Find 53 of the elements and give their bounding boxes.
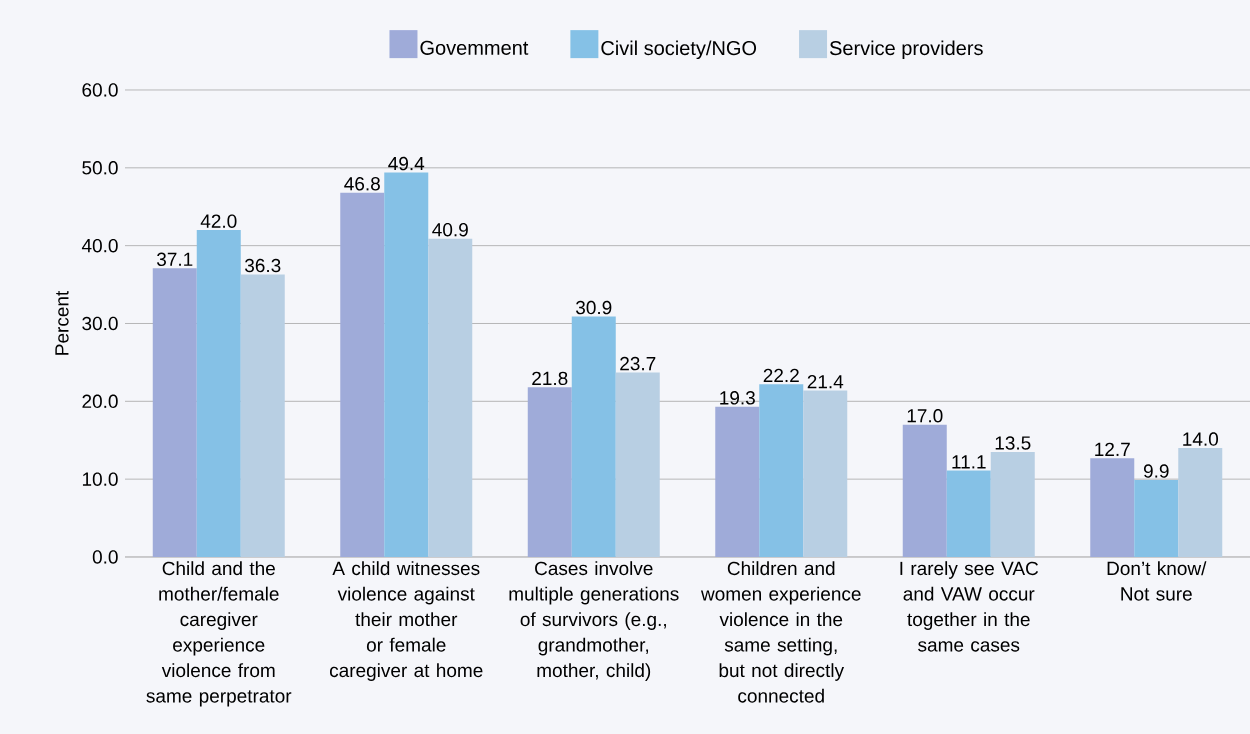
data-label: 40.9 — [432, 223, 468, 237]
data-label: 30.9 — [575, 300, 612, 315]
bar — [902, 424, 947, 557]
x-tick-label: Don’t know/ Not sure — [1107, 561, 1207, 601]
data-label: 17.0 — [907, 409, 943, 423]
data-label: 19.3 — [720, 391, 755, 405]
bar — [615, 372, 660, 557]
y-tick-label: 0.0 — [92, 550, 118, 564]
bar — [1090, 458, 1135, 557]
data-label: 36.3 — [244, 258, 281, 273]
bar — [1134, 479, 1179, 557]
x-tick-label: I rarely see VAC and VAW occur together in the same cases — [900, 561, 1039, 652]
data-label: 11.1 — [952, 455, 986, 469]
bar — [527, 387, 572, 557]
x-tick-label: A child witnesses violence against their mother or female caregiver at home — [329, 561, 483, 681]
y-tick-label: 50.0 — [82, 161, 118, 175]
data-label: 13.5 — [995, 436, 1031, 450]
y-axis-title: Percent — [55, 290, 69, 355]
y-tick-label: 30.0 — [82, 316, 118, 331]
data-label: 12.7 — [1095, 442, 1130, 456]
x-tick-label: Children and women experience violence in the same setting, but not directly connected — [700, 561, 861, 703]
x-tick-label: Cases involve multiple generations of survivors (e.g., grandmother, mother, child) — [509, 561, 679, 681]
data-label: 9.9 — [1143, 464, 1169, 478]
data-label: 42.0 — [200, 214, 237, 228]
bar — [384, 172, 429, 557]
x-tick-label: Child and the mother/female caregiver experience violence from same perpetrator — [146, 561, 292, 707]
bar — [340, 192, 385, 557]
legend-label: Service providers — [829, 40, 983, 60]
y-tick-label: 40.0 — [81, 238, 118, 253]
data-label: 14.0 — [1183, 432, 1219, 446]
y-tick-label: 60.0 — [82, 83, 118, 97]
data-label: 46.8 — [344, 177, 380, 191]
bar — [946, 470, 991, 557]
data-label: 49.4 — [388, 156, 425, 171]
data-label: 21.4 — [807, 374, 844, 389]
data-label: 23.7 — [620, 356, 656, 371]
bar — [803, 390, 848, 557]
legend-label: Civil society/NGO — [601, 40, 757, 60]
bar — [571, 316, 616, 557]
bar — [1178, 448, 1223, 557]
y-tick-label: 20.0 — [82, 394, 118, 409]
bar — [240, 274, 285, 557]
y-tick-label: 10.0 — [82, 472, 118, 486]
bar — [152, 268, 197, 557]
data-label: 22.2 — [763, 368, 799, 382]
bar — [428, 238, 473, 557]
bar — [990, 451, 1035, 557]
bar — [715, 406, 760, 557]
bar — [759, 384, 804, 557]
data-label: 37.1 — [156, 252, 193, 267]
data-label: 21.8 — [532, 371, 568, 386]
bar — [196, 230, 241, 557]
legend-label: Govemment — [420, 40, 529, 55]
